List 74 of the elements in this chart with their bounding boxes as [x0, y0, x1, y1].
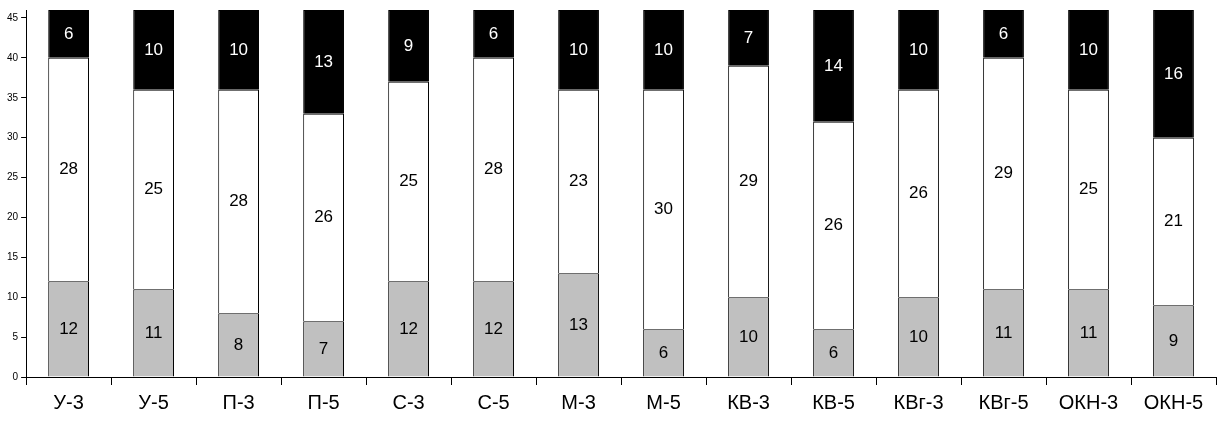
- data-label: 30: [654, 199, 674, 219]
- data-label: 29: [994, 163, 1013, 183]
- data-label: 13: [314, 51, 334, 71]
- x-tick-label: ОКН-3: [1058, 390, 1119, 413]
- data-label: 9: [403, 35, 414, 55]
- y-tick-label: 45: [7, 11, 19, 23]
- data-label: 8: [233, 334, 244, 354]
- data-label: 26: [909, 183, 928, 203]
- y-tick-label: 40: [7, 51, 19, 63]
- data-label: 23: [569, 171, 589, 191]
- data-label: 10: [229, 39, 249, 59]
- data-label: 6: [63, 23, 74, 43]
- x-tick-label: ОКН-5: [1143, 390, 1204, 413]
- data-label: 25: [144, 179, 164, 199]
- bar: [218, 10, 259, 90]
- data-label: 28: [229, 191, 249, 211]
- x-tick-label: КВ-5: [812, 390, 855, 413]
- data-label: 21: [1164, 211, 1183, 231]
- data-label: 14: [824, 55, 843, 75]
- data-label: 10: [569, 39, 589, 59]
- data-label: 28: [484, 159, 504, 179]
- x-tick-label: П-3: [222, 390, 255, 413]
- data-label: 25: [399, 171, 419, 191]
- data-label: 9: [1168, 330, 1179, 350]
- y-tick-label: 5: [12, 330, 19, 342]
- x-tick-label: У-5: [138, 390, 169, 413]
- data-label: 12: [484, 318, 504, 338]
- data-label: 12: [59, 318, 79, 338]
- data-label: 6: [828, 342, 839, 362]
- data-label: 26: [824, 215, 843, 235]
- x-tick-label: М-3: [561, 390, 596, 413]
- data-label: 7: [318, 338, 329, 358]
- y-tick-label: 30: [7, 131, 19, 143]
- x-tick-label: С-5: [477, 390, 510, 413]
- data-label: 6: [658, 342, 669, 362]
- data-label: 10: [739, 326, 759, 346]
- data-label: 25: [1079, 179, 1098, 199]
- data-label: 6: [998, 23, 1009, 43]
- data-label: 16: [1164, 63, 1183, 83]
- x-tick-label: П-5: [307, 390, 340, 413]
- data-label: 10: [909, 326, 928, 346]
- data-label: 28: [59, 159, 79, 179]
- data-label: 7: [743, 27, 754, 47]
- bar: [303, 10, 344, 114]
- bar: [558, 10, 599, 90]
- y-tick-label: 25: [7, 171, 19, 183]
- y-tick-label: 10: [7, 290, 19, 302]
- data-label: 13: [569, 314, 589, 334]
- bar: [473, 10, 514, 58]
- data-label: 6: [488, 23, 499, 43]
- data-label: 10: [1079, 39, 1098, 59]
- data-label: 29: [739, 171, 759, 191]
- x-tick-label: КВ-3: [727, 390, 770, 413]
- data-label: 10: [909, 39, 928, 59]
- bar: [643, 10, 684, 90]
- data-label: 10: [654, 39, 674, 59]
- y-tick-label: 35: [7, 91, 19, 103]
- y-tick-label: 0: [12, 370, 19, 382]
- data-label: 12: [399, 318, 419, 338]
- x-tick-label: С-3: [392, 390, 425, 413]
- x-tick-label: КВг-5: [978, 390, 1029, 413]
- x-tick-label: КВг-3: [893, 390, 944, 413]
- data-label: 26: [314, 207, 334, 227]
- bar: [728, 10, 769, 66]
- data-label: 11: [1079, 322, 1098, 342]
- x-tick-label: М-5: [646, 390, 681, 413]
- y-tick-label: 20: [7, 211, 19, 223]
- bar: [983, 10, 1024, 58]
- y-tick-label: 15: [7, 251, 19, 263]
- data-label: 10: [144, 39, 164, 59]
- data-label: 11: [994, 322, 1013, 342]
- bar: [388, 10, 429, 82]
- x-tick-label: У-3: [53, 390, 84, 413]
- data-label: 11: [144, 322, 163, 342]
